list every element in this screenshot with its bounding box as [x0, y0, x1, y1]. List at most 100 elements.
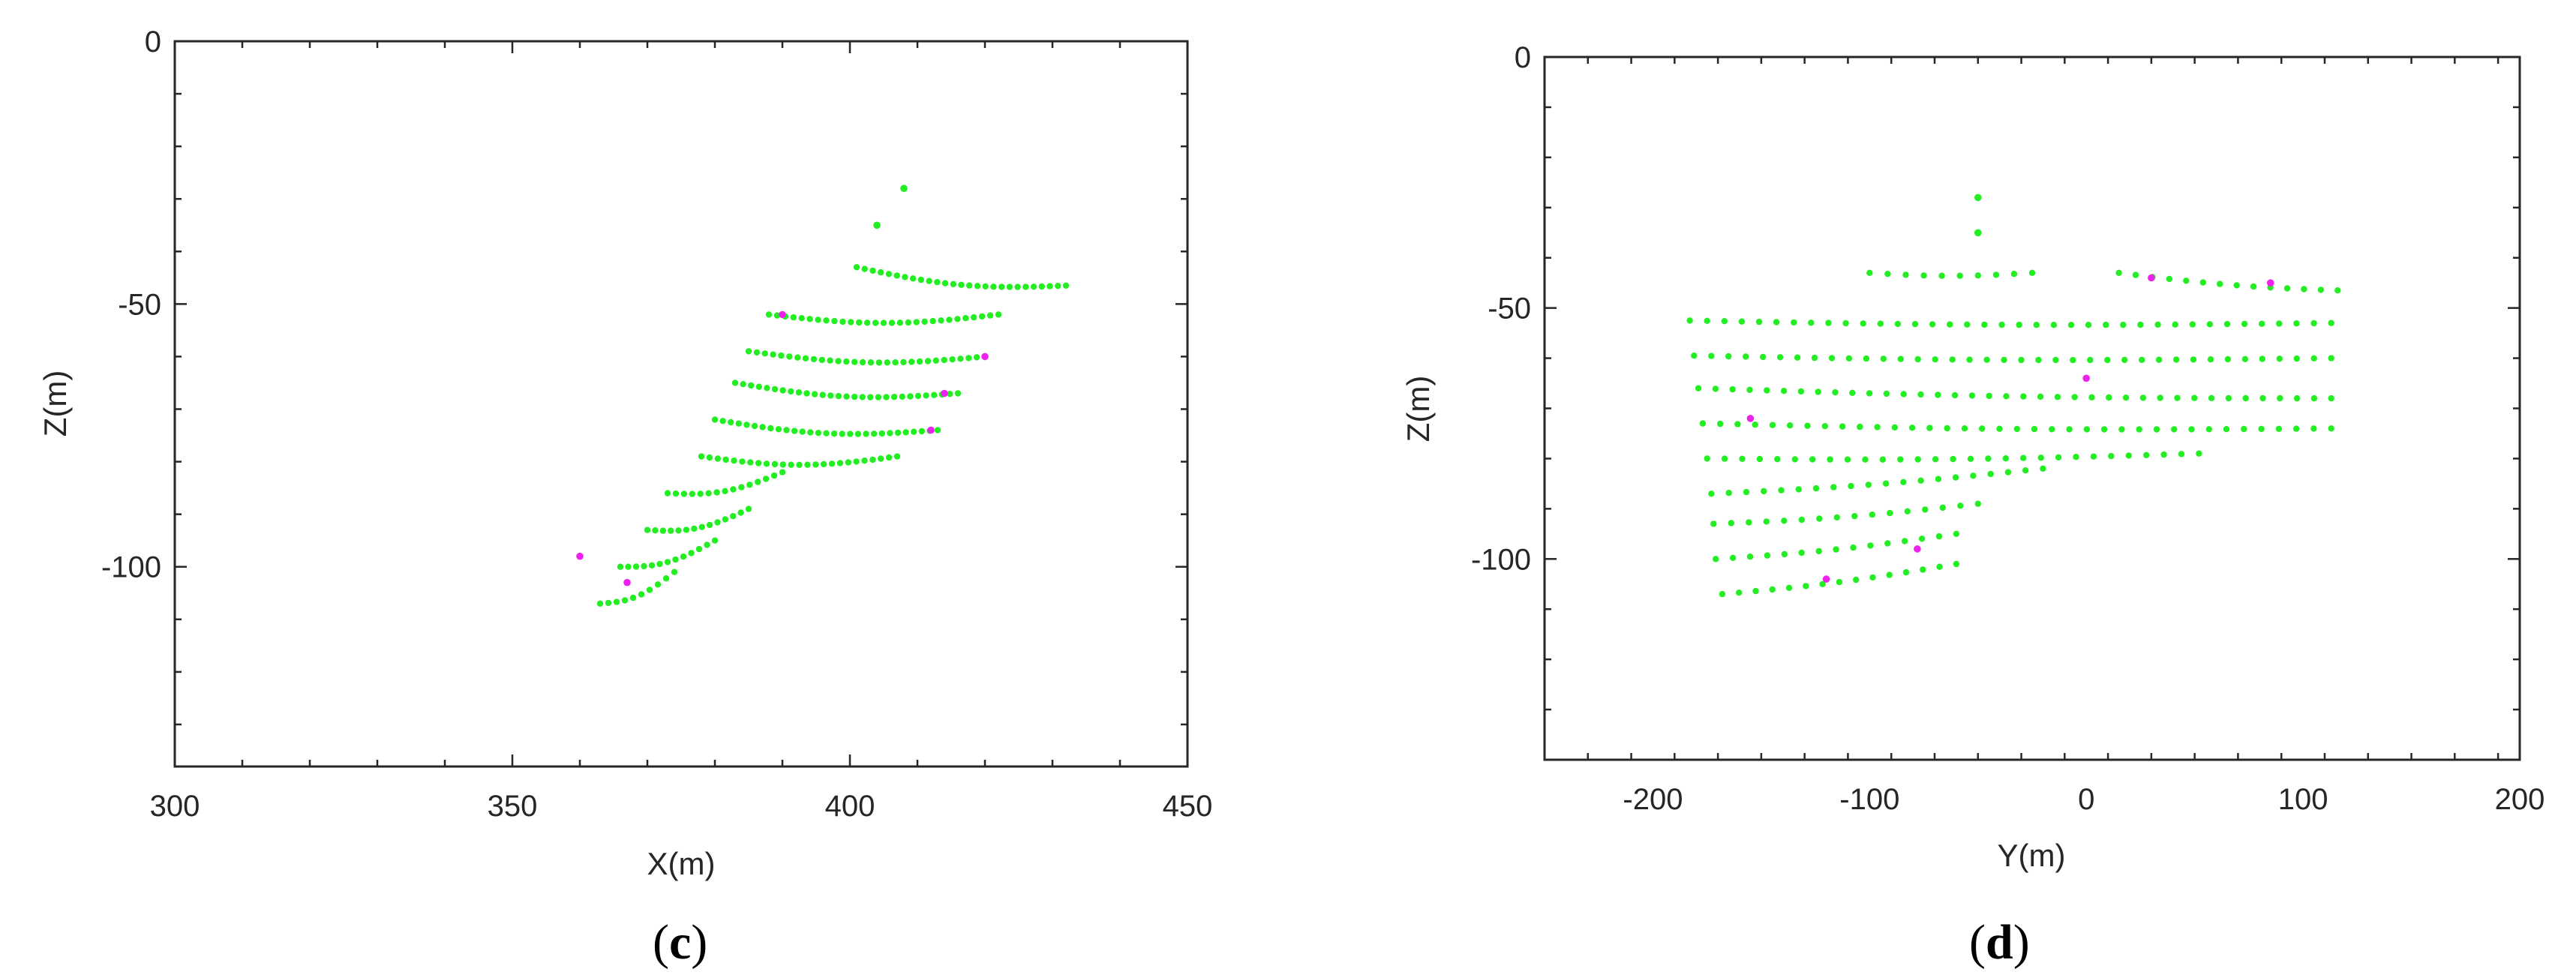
scatter-point-d [1866, 390, 1873, 397]
scatter-point-d [2242, 394, 2249, 402]
scatter-point-d [1968, 392, 1976, 399]
ticks-c: 300 350 400 450 0 -50 -100 [101, 26, 1212, 823]
scatter-point-c [913, 319, 920, 326]
scatter-point-d [2106, 394, 2112, 401]
scatter-point-d [1738, 318, 1746, 325]
scatter-point-d [2073, 454, 2079, 460]
scatter-point-c [638, 591, 645, 598]
scatter-point-c [884, 359, 890, 366]
scatter-point-d [1981, 321, 1988, 328]
scatter-point-c [731, 458, 737, 464]
scatter-point-c [770, 351, 776, 358]
scatter-point-d [1857, 423, 1863, 430]
scatter-point-c [828, 460, 836, 467]
scatter-point-d [1764, 552, 1771, 559]
scatter-point-c [765, 311, 773, 318]
scatter-point-d [1935, 532, 1943, 540]
scatter-point-d [2037, 393, 2044, 400]
scatter-point-d [2225, 394, 2232, 402]
y-axis-label-d: Z(m) [1401, 376, 1436, 442]
scatter-point-c [771, 460, 779, 468]
scatter-point-d [1734, 421, 1741, 428]
scatter-point-c [851, 393, 858, 400]
scatter-point-c [706, 521, 713, 529]
scatter-point-c [745, 506, 752, 512]
scatter-point-d [1986, 392, 1992, 400]
scatter-point-c [893, 453, 901, 460]
scatter-point-d [1944, 424, 1950, 432]
scatter-point-d [1704, 317, 1710, 324]
scatter-point-c [740, 381, 746, 388]
scatter-point-d [2001, 356, 2007, 364]
scatter-point-c [735, 420, 742, 427]
scatter-point-c [763, 460, 770, 467]
scatter-point-d [2071, 394, 2078, 400]
scatter-point-d [2328, 394, 2334, 402]
scatter-point-d [1760, 353, 1767, 361]
scatter-point-d [1710, 520, 1717, 527]
scatter-point-c [737, 509, 744, 516]
scatter-point-d [2004, 469, 2012, 476]
scatter-point-d [1842, 320, 1849, 327]
scatter-point-d [1987, 470, 1994, 478]
scatter-point-c [804, 461, 811, 468]
scatter-point-d [1918, 536, 1926, 542]
scatter-point-c [746, 482, 753, 488]
scatter-point-c [621, 597, 629, 604]
scatter-point-c [748, 382, 755, 389]
scatter-point-d [1798, 549, 1805, 556]
scatter-point-d [1721, 318, 1728, 325]
scatter-point-c [931, 392, 938, 398]
scatter-point-d [1844, 456, 1851, 463]
scatter-point-d [2223, 320, 2231, 328]
scatter-point-d [2172, 356, 2180, 363]
scatter-point-d [2301, 286, 2307, 292]
scatter-point-d [1769, 422, 1776, 428]
y-tick-label-d: -50 [1488, 292, 1531, 326]
scatter-point-c [791, 428, 798, 434]
panel-d: -200 -100 0 100 200 0 -50 -100 Y(m) Z(m) (d) [1401, 41, 2544, 970]
scatter-point-d [2292, 425, 2300, 432]
scatter-point-d [1708, 352, 1715, 359]
scatter-point-d [1882, 480, 1890, 487]
scatter-point-d [1695, 385, 1702, 392]
scatter-point-d [1791, 456, 1798, 463]
scatter-point-d [2050, 322, 2058, 328]
scatter-point-d [1729, 386, 1736, 393]
scatter-point-d [2310, 320, 2317, 327]
scatter-point-d [1863, 355, 1870, 362]
scatter-point-c [941, 389, 948, 398]
scatter-point-d [2250, 283, 2257, 290]
scatter-point-d [1808, 320, 1815, 326]
scatter-point-d [2013, 425, 2020, 433]
scatter-point-c [795, 389, 803, 396]
scatter-point-c [867, 394, 874, 400]
scatter-point-d [2259, 320, 2265, 327]
scatter-point-c [927, 426, 935, 434]
scatter-point-c [773, 312, 781, 319]
scatter-point-c [946, 316, 953, 323]
scatter-point-c [892, 359, 899, 366]
scatter-point-d [2088, 394, 2095, 400]
scatter-point-c [755, 383, 762, 390]
scatter-point-d [1926, 424, 1933, 431]
scatter-point-d [1897, 456, 1904, 463]
scatter-point-d [2178, 451, 2185, 458]
scatter-point-d [2241, 425, 2247, 433]
scatter-point-d [1884, 271, 1891, 278]
scatter-point-c [672, 556, 679, 563]
scatter-point-d [2196, 450, 2202, 457]
scatter-point-d [1938, 272, 1945, 279]
scatter-point-d [2083, 426, 2091, 433]
scatter-point-c [875, 394, 882, 400]
scatter-point-d [2206, 321, 2214, 328]
scatter-point-c [799, 428, 806, 435]
scatter-point-d [2090, 453, 2097, 460]
scatter-point-d [1839, 423, 1846, 430]
scatter-point-c [731, 380, 739, 386]
scatter-point-d [1914, 545, 1921, 553]
scatter-point-d [2293, 355, 2300, 362]
scatter-point-d [1832, 388, 1839, 396]
scatter-point-c [767, 424, 774, 432]
scatter-point-c [803, 390, 810, 397]
